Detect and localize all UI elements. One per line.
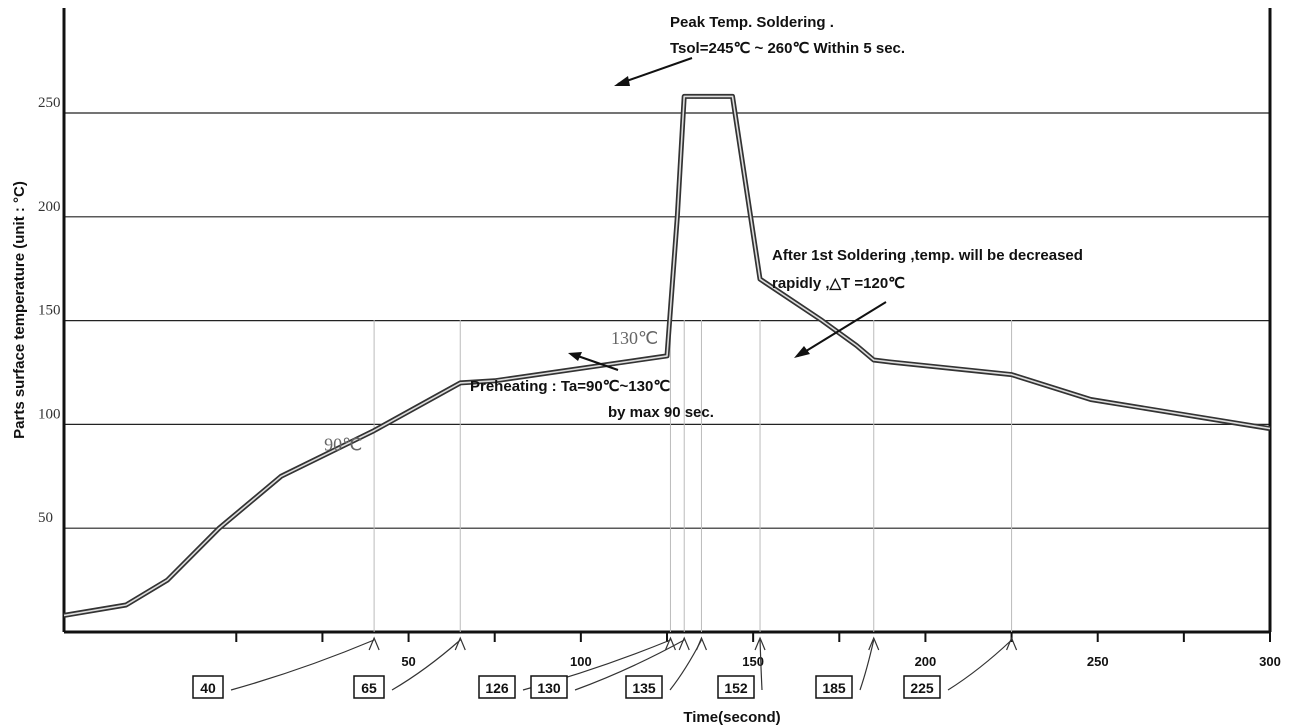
x-tick-label-4: 250 bbox=[1087, 654, 1109, 669]
time-marker-label-7: 225 bbox=[910, 680, 934, 696]
time-marker-label-1: 65 bbox=[361, 680, 377, 696]
time-marker-185: 185 bbox=[815, 636, 880, 699]
time-marker-126: 126 bbox=[478, 636, 676, 699]
annotation-after: After 1st Soldering ,temp. will be decre… bbox=[772, 247, 1083, 358]
grid-lines bbox=[64, 112, 1270, 529]
time-marker-arrowhead-1 bbox=[454, 636, 466, 651]
time-marker-box-1 bbox=[353, 675, 385, 699]
time-marker-arrowhead-4 bbox=[695, 636, 708, 651]
time-marker-arrow-7 bbox=[947, 639, 1012, 691]
time-marker-arrowhead-0 bbox=[368, 636, 380, 651]
annotation-after-arrow bbox=[797, 301, 887, 357]
marker-lines bbox=[373, 320, 1013, 632]
x-tick-label-1: 100 bbox=[570, 654, 592, 669]
time-marker-arrow-1 bbox=[391, 639, 461, 691]
x-tick-label-2: 150 bbox=[742, 654, 764, 669]
time-marker-130: 130 bbox=[530, 636, 690, 699]
point-label-0: 90℃ bbox=[324, 435, 362, 455]
y-tick-label-2: 150 bbox=[38, 303, 61, 319]
series-layer bbox=[63, 93, 1271, 618]
y-tick-label-0: 50 bbox=[38, 510, 53, 526]
series-line-0 bbox=[63, 95, 1271, 617]
time-marker-225: 225 bbox=[903, 636, 1018, 699]
marker-boxes: 40 65 126 130 135 152 185 225 bbox=[192, 636, 1018, 699]
time-marker-152: 152 bbox=[717, 636, 766, 699]
time-marker-box-0 bbox=[192, 675, 224, 699]
time-marker-arrowhead-7 bbox=[1006, 636, 1018, 651]
annotation-after-line2: rapidly ,△T =120℃ bbox=[772, 275, 905, 292]
time-marker-label-3: 130 bbox=[537, 680, 561, 696]
point-label-1: 130℃ bbox=[611, 328, 658, 348]
y-tick-labels: 50 100 150 200 250 bbox=[38, 95, 61, 526]
time-marker-box-7 bbox=[903, 675, 941, 699]
annotation-preheat: Preheating : Ta=90℃~130℃ by max 90 sec. bbox=[470, 352, 714, 421]
time-marker-65: 65 bbox=[353, 636, 466, 699]
time-marker-label-6: 185 bbox=[822, 680, 846, 696]
x-tick-label-3: 200 bbox=[915, 654, 937, 669]
time-marker-40: 40 bbox=[192, 636, 380, 699]
annotation-peak-line1: Peak Temp. Soldering . bbox=[670, 14, 834, 31]
time-marker-label-0: 40 bbox=[200, 680, 216, 696]
point-labels: 90℃ 130℃ bbox=[324, 328, 658, 455]
time-marker-box-2 bbox=[478, 675, 516, 699]
time-marker-label-2: 126 bbox=[485, 680, 509, 696]
time-marker-box-3 bbox=[530, 675, 568, 699]
annotation-peak-arrow bbox=[617, 57, 693, 85]
annotation-after-arrowhead bbox=[794, 346, 810, 358]
time-marker-box-5 bbox=[717, 675, 755, 699]
time-marker-arrow-6 bbox=[859, 639, 875, 691]
time-marker-box-6 bbox=[815, 675, 853, 699]
x-ticks: 50 100 150 200 250 300 bbox=[235, 632, 1281, 669]
annotation-peak-line2: Tsol=245℃ ~ 260℃ Within 5 sec. bbox=[670, 40, 905, 57]
y-tick-label-1: 100 bbox=[38, 406, 61, 422]
y-tick-label-4: 250 bbox=[38, 95, 61, 111]
time-marker-label-4: 135 bbox=[632, 680, 656, 696]
y-axis-title: Parts surface temperature (unit : °C) bbox=[11, 181, 28, 439]
time-marker-arrow-0 bbox=[230, 639, 375, 691]
annotation-peak-arrowhead bbox=[614, 76, 630, 86]
time-marker-arrow-5 bbox=[759, 639, 763, 691]
time-marker-arrowhead-5 bbox=[754, 636, 766, 651]
time-marker-arrowhead-3 bbox=[678, 636, 690, 651]
annotation-preheat-line2: by max 90 sec. bbox=[608, 404, 714, 421]
x-axis-title: Time(second) bbox=[683, 709, 780, 726]
time-marker-arrowhead-6 bbox=[868, 636, 880, 651]
x-tick-label-0: 50 bbox=[401, 654, 415, 669]
annotation-after-line1: After 1st Soldering ,temp. will be decre… bbox=[772, 247, 1083, 264]
annotation-preheat-arrowhead bbox=[568, 352, 582, 361]
annotation-peak: Peak Temp. Soldering . Tsol=245℃ ~ 260℃ … bbox=[614, 14, 905, 86]
annotation-preheat-line1: Preheating : Ta=90℃~130℃ bbox=[470, 378, 670, 395]
time-marker-label-5: 152 bbox=[724, 680, 748, 696]
time-marker-box-4 bbox=[625, 675, 663, 699]
x-tick-label-5: 300 bbox=[1259, 654, 1281, 669]
time-marker-arrow-3 bbox=[574, 639, 685, 691]
y-tick-label-3: 200 bbox=[38, 199, 61, 215]
time-marker-135: 135 bbox=[625, 636, 708, 699]
